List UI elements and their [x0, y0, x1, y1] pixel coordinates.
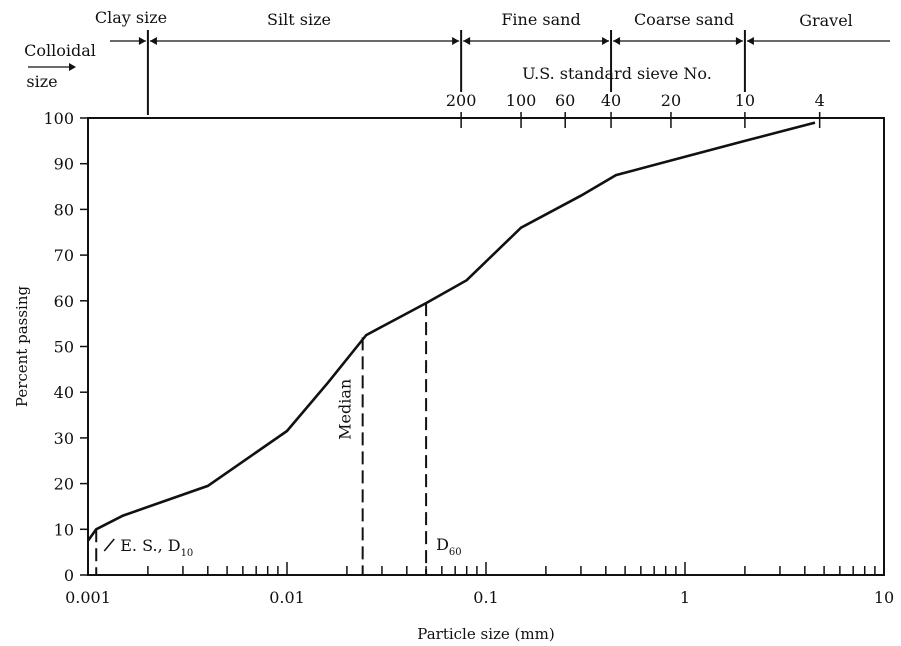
range-arrow	[746, 37, 754, 45]
zone-label: Fine sand	[501, 10, 580, 29]
sieve-scale: U.S. standard sieve No. 200 100 60 40 20 10 4	[446, 64, 825, 128]
zone-label: Silt size	[267, 10, 331, 29]
range-arrow	[69, 63, 76, 71]
marker-subscript: 10	[181, 548, 194, 559]
sieve-label: 40	[601, 91, 621, 110]
sieve-label: 20	[661, 91, 681, 110]
size-classes-band: Colloidal size Clay size Silt size Fine sand…	[24, 8, 890, 115]
x-tick-label: 1	[680, 588, 690, 607]
y-tick-label: 70	[54, 246, 74, 265]
y-tick-label: 40	[54, 383, 74, 402]
x-tick-label: 0.01	[269, 588, 305, 607]
range-arrow	[149, 37, 157, 45]
range-arrow	[138, 37, 146, 45]
marker-pointer	[103, 538, 115, 552]
x-axis-label: Particle size (mm)	[417, 625, 554, 643]
y-tick-label: 60	[54, 292, 74, 311]
zone-label: Clay size	[95, 8, 167, 27]
range-arrow	[463, 37, 471, 45]
range-arrow	[735, 37, 743, 45]
y-tick-label: 90	[54, 155, 74, 174]
y-tick-label: 80	[54, 200, 74, 219]
y-tick-label: 20	[54, 475, 74, 494]
y-tick-label: 100	[43, 109, 74, 128]
y-tick-label: 50	[54, 338, 74, 357]
zone-label: Coarse sand	[634, 10, 734, 29]
sieve-label: 4	[815, 91, 825, 110]
x-tick-label: 0.001	[65, 588, 111, 607]
range-arrow	[613, 37, 621, 45]
grading-curve	[86, 121, 816, 542]
marker-subscript: 60	[449, 547, 462, 558]
y-axis-label: Percent passing	[13, 286, 31, 408]
sieve-label: 200	[446, 91, 477, 110]
es-d10-label: E. S., D10	[120, 536, 193, 559]
d60-label: D60	[436, 535, 462, 558]
y-tick-label: 30	[54, 429, 74, 448]
y-tick-label: 0	[64, 566, 74, 585]
sieve-title: U.S. standard sieve No.	[522, 64, 712, 83]
y-tick-label: 10	[54, 520, 74, 539]
median-label: Median	[336, 379, 355, 440]
y-axis: 0 10 20 30 40 50 60 70 80 90 100	[43, 109, 88, 585]
plot-frame	[87, 117, 885, 576]
x-axis: 0.001 0.01 0.1 1 10	[65, 562, 894, 607]
marker-lines: E. S., D10 Median D60	[95, 303, 462, 575]
x-tick-label: 0.1	[473, 588, 498, 607]
range-arrow	[452, 37, 460, 45]
zone-label: Gravel	[799, 11, 853, 30]
range-arrow	[602, 37, 610, 45]
zone-label: size	[26, 72, 57, 91]
sieve-label: 100	[506, 91, 537, 110]
sieve-label: 10	[735, 91, 755, 110]
zone-label: Colloidal	[24, 41, 96, 60]
sieve-label: 60	[555, 91, 575, 110]
x-tick-label: 10	[874, 588, 894, 607]
